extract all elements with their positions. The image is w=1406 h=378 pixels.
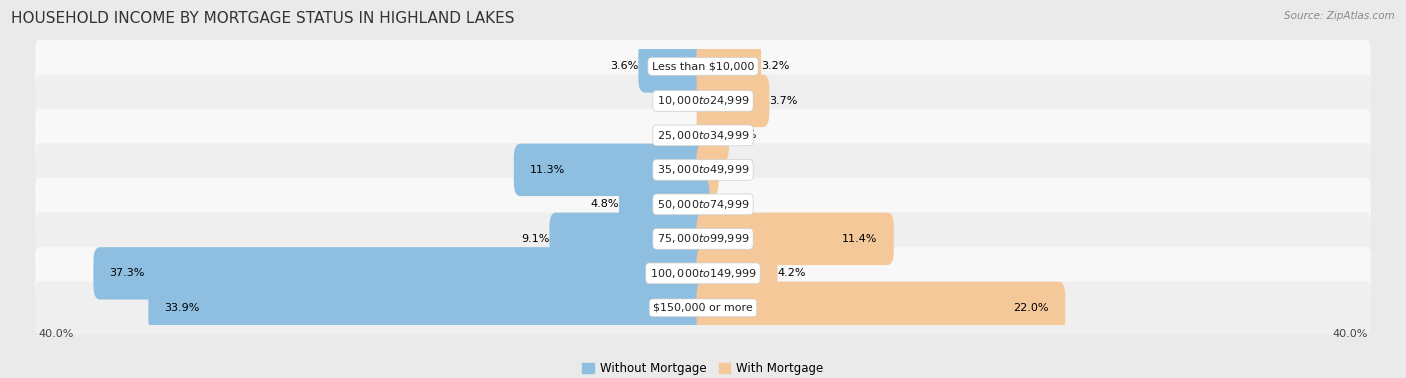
FancyBboxPatch shape xyxy=(550,213,710,265)
Text: $100,000 to $149,999: $100,000 to $149,999 xyxy=(650,267,756,280)
Text: 4.8%: 4.8% xyxy=(591,199,619,209)
Text: 11.3%: 11.3% xyxy=(530,165,565,175)
Text: $35,000 to $49,999: $35,000 to $49,999 xyxy=(657,163,749,177)
FancyBboxPatch shape xyxy=(35,40,1371,93)
FancyBboxPatch shape xyxy=(619,178,710,231)
FancyBboxPatch shape xyxy=(513,144,710,196)
Text: $10,000 to $24,999: $10,000 to $24,999 xyxy=(657,94,749,107)
Text: HOUSEHOLD INCOME BY MORTGAGE STATUS IN HIGHLAND LAKES: HOUSEHOLD INCOME BY MORTGAGE STATUS IN H… xyxy=(11,11,515,26)
FancyBboxPatch shape xyxy=(696,213,894,265)
Text: 0.0%: 0.0% xyxy=(668,130,696,140)
FancyBboxPatch shape xyxy=(696,109,728,161)
Text: 0.0%: 0.0% xyxy=(710,199,738,209)
Text: 3.2%: 3.2% xyxy=(761,61,790,71)
FancyBboxPatch shape xyxy=(696,144,718,196)
FancyBboxPatch shape xyxy=(149,282,710,334)
FancyBboxPatch shape xyxy=(35,109,1371,162)
Text: 11.4%: 11.4% xyxy=(842,234,877,244)
Text: $150,000 or more: $150,000 or more xyxy=(654,303,752,313)
Text: $25,000 to $34,999: $25,000 to $34,999 xyxy=(657,129,749,142)
FancyBboxPatch shape xyxy=(35,247,1371,300)
Text: 0.57%: 0.57% xyxy=(718,165,754,175)
FancyBboxPatch shape xyxy=(35,212,1371,265)
Text: 1.2%: 1.2% xyxy=(728,130,758,140)
Text: $75,000 to $99,999: $75,000 to $99,999 xyxy=(657,232,749,245)
Text: Less than $10,000: Less than $10,000 xyxy=(652,61,754,71)
FancyBboxPatch shape xyxy=(35,281,1371,335)
Text: 4.2%: 4.2% xyxy=(778,268,806,278)
FancyBboxPatch shape xyxy=(35,178,1371,231)
FancyBboxPatch shape xyxy=(638,40,710,93)
Legend: Without Mortgage, With Mortgage: Without Mortgage, With Mortgage xyxy=(578,358,828,378)
Text: 33.9%: 33.9% xyxy=(165,303,200,313)
Text: 37.3%: 37.3% xyxy=(110,268,145,278)
FancyBboxPatch shape xyxy=(35,143,1371,197)
FancyBboxPatch shape xyxy=(696,40,761,93)
FancyBboxPatch shape xyxy=(696,247,778,299)
Text: 3.6%: 3.6% xyxy=(610,61,638,71)
Text: 9.1%: 9.1% xyxy=(522,234,550,244)
FancyBboxPatch shape xyxy=(35,74,1371,127)
FancyBboxPatch shape xyxy=(93,247,710,299)
Text: 3.7%: 3.7% xyxy=(769,96,797,106)
Text: 22.0%: 22.0% xyxy=(1014,303,1049,313)
FancyBboxPatch shape xyxy=(696,282,1066,334)
FancyBboxPatch shape xyxy=(696,75,769,127)
Text: Source: ZipAtlas.com: Source: ZipAtlas.com xyxy=(1284,11,1395,21)
Text: $50,000 to $74,999: $50,000 to $74,999 xyxy=(657,198,749,211)
Text: 0.0%: 0.0% xyxy=(668,96,696,106)
